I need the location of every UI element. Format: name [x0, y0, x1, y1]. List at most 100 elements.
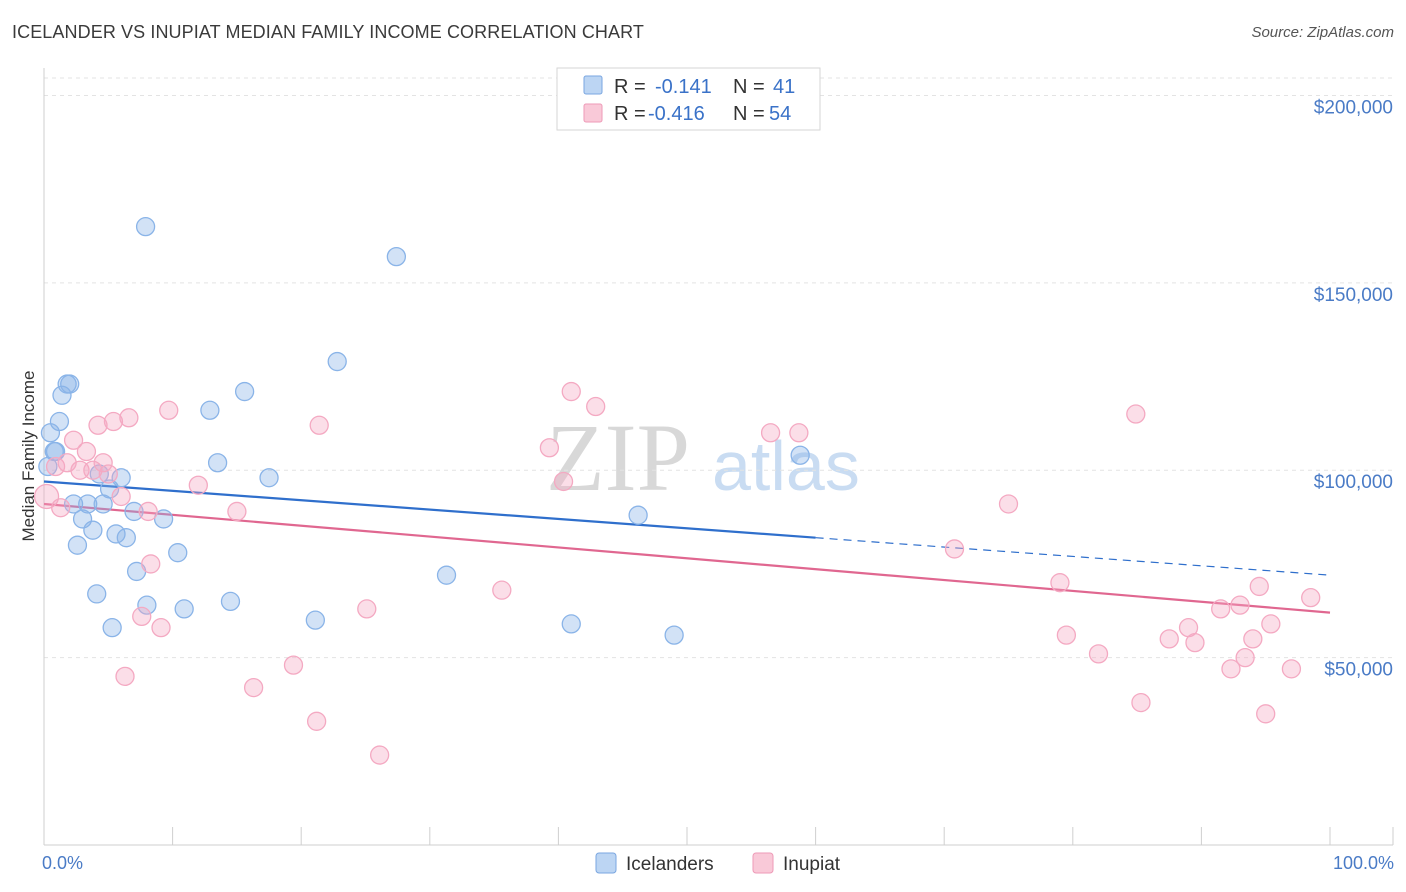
point-inupiat-38: [1056, 625, 1077, 645]
point-inupiat-20: [188, 475, 208, 495]
point-icelanders-8: [67, 535, 88, 555]
legend-swatch-icelanders: [583, 75, 603, 95]
point-icelanders-39: [790, 445, 810, 465]
point-icelanders-20: [124, 501, 144, 522]
point-icelanders-10: [78, 494, 98, 514]
data-points: [33, 216, 1321, 765]
x-tick-label-max: 100.0%: [1333, 853, 1394, 873]
legend-r-label-2: R =: [614, 103, 646, 125]
point-inupiat-16: [138, 501, 158, 522]
point-inupiat-21: [227, 501, 247, 522]
trend-lines: [43, 480, 1331, 614]
point-inupiat-50: [1249, 576, 1269, 597]
y-tick-label-2: $150,000: [1314, 285, 1393, 306]
point-inupiat-8: [88, 415, 108, 435]
trend-line-inupiat: [43, 502, 1331, 614]
point-inupiat-18: [151, 617, 171, 638]
point-icelanders-31: [259, 468, 279, 488]
series-legend-label-inupiat: Inupiat: [783, 854, 841, 875]
point-icelanders-38: [664, 625, 684, 645]
point-inupiat-32: [586, 396, 606, 417]
point-icelanders-30: [234, 381, 255, 402]
legend-r-value-1: -0.141: [655, 76, 712, 98]
x-tick-label-min: 0.0%: [42, 853, 83, 873]
point-icelanders-34: [386, 246, 407, 267]
point-inupiat-54: [1301, 588, 1321, 608]
legend-r-value-2: -0.416: [648, 103, 705, 125]
point-inupiat-9: [93, 453, 113, 473]
point-inupiat-1: [45, 456, 66, 477]
point-inupiat-53: [1281, 659, 1302, 679]
watermark-atlas: atlas: [712, 427, 860, 505]
point-inupiat-41: [1131, 692, 1151, 713]
point-icelanders-24: [153, 509, 174, 529]
point-inupiat-12: [111, 486, 131, 507]
point-inupiat-47: [1230, 595, 1250, 615]
grid-lines: [44, 77, 1395, 659]
point-inupiat-51: [1256, 704, 1276, 724]
point-inupiat-26: [357, 599, 377, 619]
y-tick-labels: $50,000 $100,000 $150,000 $200,000: [1314, 97, 1393, 680]
point-inupiat-17: [141, 554, 161, 574]
point-inupiat-36: [998, 494, 1019, 514]
point-inupiat-27: [369, 745, 390, 765]
legend-n-label-2: N =: [733, 103, 765, 125]
point-inupiat-10: [98, 464, 118, 484]
point-inupiat-13: [115, 666, 135, 687]
series-legend-swatch-inupiat: [752, 852, 774, 874]
point-icelanders-35: [436, 565, 457, 585]
y-tick-label-1: $100,000: [1314, 472, 1393, 493]
point-inupiat-49: [1243, 629, 1263, 649]
point-icelanders-37: [628, 505, 648, 525]
y-axis-label: Median Family Income: [19, 370, 38, 541]
point-icelanders-40: [45, 441, 66, 462]
point-inupiat-15: [132, 606, 152, 627]
legend-r-label-1: R =: [614, 76, 646, 98]
point-inupiat-48: [1235, 647, 1255, 668]
point-inupiat-45: [1211, 599, 1231, 619]
point-icelanders-29: [220, 591, 241, 612]
point-inupiat-25: [309, 415, 329, 435]
point-icelanders-4: [52, 385, 72, 405]
point-icelanders-25: [168, 543, 188, 563]
point-inupiat-52: [1261, 614, 1281, 634]
point-icelanders-11: [83, 520, 103, 540]
trend-line-icelanders-extension: [815, 537, 1331, 576]
point-inupiat-34: [789, 423, 809, 443]
point-inupiat-6: [76, 441, 97, 462]
point-inupiat-28: [492, 580, 512, 600]
point-inupiat-44: [1185, 632, 1205, 653]
chart-title: ICELANDER VS INUPIAT MEDIAN FAMILY INCOM…: [12, 22, 645, 42]
point-inupiat-46: [1221, 659, 1241, 679]
stats-legend: R = -0.141 N = 41 R = -0.416 N = 54: [556, 67, 821, 131]
legend-n-value-1: 41: [773, 76, 795, 98]
point-inupiat-14: [119, 408, 139, 428]
point-icelanders-16: [102, 617, 122, 638]
point-icelanders-36: [561, 614, 581, 634]
point-inupiat-39: [1088, 644, 1109, 664]
point-inupiat-0: [33, 483, 60, 510]
point-icelanders-12: [87, 584, 107, 604]
point-inupiat-33: [760, 423, 781, 443]
point-icelanders-23: [135, 216, 156, 237]
legend-n-value-2: 54: [769, 103, 791, 125]
point-icelanders-27: [200, 400, 220, 420]
point-inupiat-31: [561, 381, 581, 402]
series-legend-label-icelanders: Icelanders: [626, 854, 714, 875]
axes: [43, 68, 1394, 846]
point-icelanders-6: [60, 374, 80, 394]
y-tick-label-0: $50,000: [1324, 660, 1393, 681]
point-inupiat-35: [944, 539, 965, 559]
point-icelanders-26: [174, 599, 194, 619]
legend-swatch-inupiat: [583, 103, 603, 123]
point-icelanders-32: [305, 610, 325, 630]
point-icelanders-3: [49, 411, 70, 432]
point-inupiat-11: [103, 411, 124, 432]
trend-line-icelanders: [43, 480, 816, 539]
point-inupiat-42: [1159, 629, 1179, 649]
point-icelanders-15: [99, 479, 120, 499]
legend-n-label-1: N =: [733, 76, 765, 98]
point-icelanders-28: [207, 453, 228, 473]
point-inupiat-19: [159, 400, 179, 420]
